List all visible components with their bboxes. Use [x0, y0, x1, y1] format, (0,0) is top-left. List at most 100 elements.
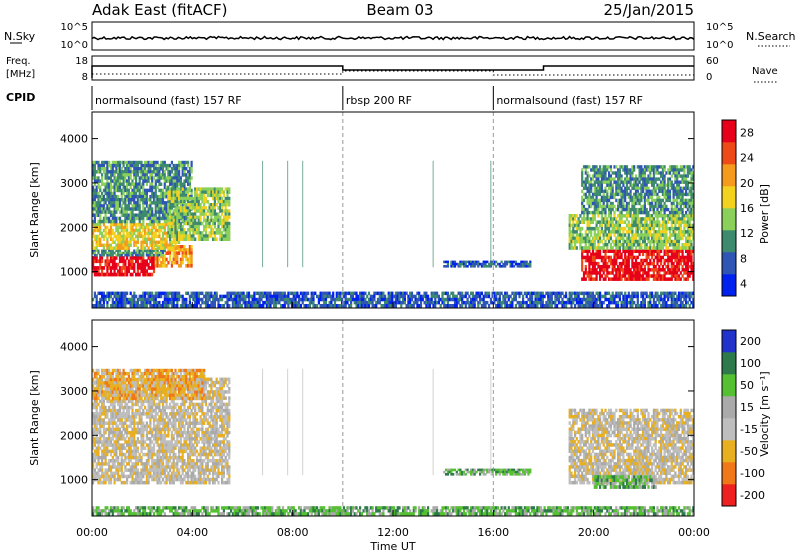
range-cell: [410, 297, 414, 302]
range-cell: [160, 207, 163, 211]
range-cell: [149, 201, 152, 205]
range-cell: [686, 186, 689, 190]
range-cell: [138, 201, 141, 205]
range-cell: [169, 251, 172, 255]
range-cell: [163, 210, 166, 214]
range-cell: [152, 240, 156, 244]
range-cell: [419, 304, 423, 308]
range-cell: [111, 304, 114, 308]
range-cell: [163, 297, 166, 302]
range-cell: [633, 207, 636, 212]
range-cell: [174, 209, 177, 213]
range-cell: [144, 300, 147, 305]
range-cell: [135, 259, 138, 264]
range-cell: [674, 165, 677, 169]
range-cell: [174, 188, 177, 193]
range-cell: [342, 294, 345, 299]
range-cell: [158, 251, 161, 255]
range-cell: [172, 224, 175, 229]
range-cell: [93, 167, 96, 171]
range-cell: [645, 220, 648, 224]
range-cell: [686, 220, 689, 224]
range-cell: [149, 188, 152, 193]
range-cell: [649, 177, 652, 181]
range-cell: [115, 170, 118, 174]
range-cell: [572, 246, 575, 250]
range-cell: [595, 201, 598, 206]
range-cell: [582, 186, 586, 190]
range-cell: [631, 252, 634, 257]
range-cell: [228, 209, 231, 213]
range-cell: [201, 212, 204, 216]
range-cell: [195, 224, 199, 229]
range-cell: [663, 220, 666, 224]
range-cell: [324, 291, 328, 296]
range-cell: [366, 300, 369, 305]
range-cell: [172, 212, 175, 216]
range-cell: [584, 183, 587, 187]
range-cell: [685, 243, 688, 247]
range-cell: [654, 204, 657, 209]
range-cell: [181, 160, 184, 165]
range-cell: [101, 259, 104, 264]
range-cell: [108, 262, 111, 267]
range-cell: [219, 203, 222, 207]
range-cell: [129, 194, 132, 199]
range-cell: [615, 236, 618, 241]
range-cell: [113, 259, 116, 264]
range-cell: [471, 291, 474, 296]
range-cell: [488, 294, 491, 299]
range-cell: [144, 207, 147, 211]
range-cell: [339, 297, 342, 302]
range-cell: [661, 177, 664, 181]
range-cell: [149, 240, 152, 244]
range-cell: [403, 300, 406, 305]
range-cell: [672, 220, 675, 224]
range-cell: [217, 300, 220, 305]
range-cell: [135, 249, 138, 253]
range-cell: [520, 265, 523, 268]
range-cell: [127, 216, 130, 221]
range-cell: [260, 291, 263, 296]
range-cell: [127, 259, 130, 264]
range-cell: [608, 220, 611, 224]
range-cell: [174, 243, 177, 247]
range-cell: [670, 165, 673, 169]
range-cell: [101, 251, 104, 255]
range-cell: [652, 223, 655, 228]
range-cell: [341, 304, 344, 308]
range-cell: [176, 196, 179, 201]
range-cell: [624, 195, 627, 200]
range-cell: [237, 297, 240, 302]
range-cell: [185, 237, 188, 241]
range-cell: [369, 297, 372, 302]
range-cell: [688, 210, 691, 215]
range-cell: [636, 223, 639, 228]
range-cell: [620, 210, 623, 215]
range-cell: [126, 191, 129, 196]
range-cell: [152, 249, 156, 253]
range-cell: [129, 237, 132, 241]
range-cell: [421, 297, 424, 302]
range-cell: [665, 198, 668, 203]
range-cell: [167, 185, 170, 190]
range-cell: [142, 251, 145, 255]
range-cell: [108, 251, 111, 255]
range-cell: [154, 257, 157, 262]
range-cell: [195, 199, 199, 204]
range-cell: [676, 261, 679, 266]
range-cell: [165, 240, 168, 244]
range-cell: [172, 246, 175, 250]
range-cell: [102, 300, 105, 305]
range-cell: [577, 223, 580, 228]
range-cell: [212, 209, 215, 213]
range-cell: [187, 187, 190, 191]
range-cell: [109, 163, 113, 168]
range-cell: [292, 304, 295, 308]
range-cell: [574, 246, 577, 250]
range-cell: [147, 266, 150, 270]
range-cell: [389, 294, 392, 299]
range-cell: [190, 260, 193, 265]
range-cell: [326, 294, 329, 299]
range-cell: [185, 291, 188, 296]
